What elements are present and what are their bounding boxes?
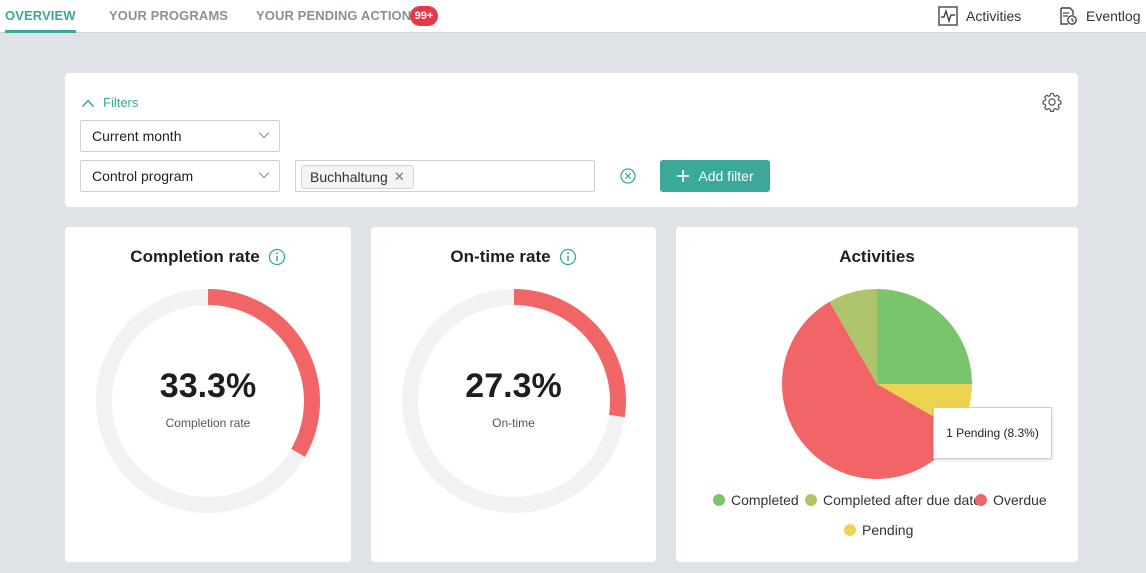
- activities-icon: [938, 6, 958, 26]
- completion-rate-value: 33.3%: [159, 367, 257, 405]
- field-select-value: Control program: [92, 168, 194, 184]
- chevron-up-icon: [81, 98, 95, 107]
- pie-slice-overdue[interactable]: [782, 301, 960, 479]
- chevron-down-icon: [258, 132, 270, 139]
- close-icon[interactable]: ✕: [393, 169, 405, 184]
- legend-dot: [844, 524, 856, 536]
- legend-item-completed[interactable]: Completed: [713, 492, 799, 508]
- field-select[interactable]: Control program: [80, 160, 280, 192]
- activities-title: Activities: [839, 247, 915, 266]
- legend-label: Completed: [731, 492, 799, 508]
- completion-rate-title: Completion rate: [130, 247, 260, 266]
- legend-item-completed-after-due-date[interactable]: Completed after due date: [805, 492, 981, 508]
- plus-icon: [677, 170, 690, 182]
- info-icon[interactable]: [268, 248, 286, 266]
- ontime-donut: [402, 289, 626, 513]
- tab-overview[interactable]: OVERVIEW: [5, 0, 76, 33]
- pie-slice-completed-after-due-date[interactable]: [829, 289, 878, 384]
- chevron-down-icon: [258, 172, 270, 179]
- completion-donut: [96, 289, 320, 513]
- ontime-rate-value: 27.3%: [465, 367, 562, 405]
- add-filter-label: Add filter: [698, 168, 754, 184]
- completion-arc: [96, 289, 320, 513]
- clear-filter-button[interactable]: [619, 167, 637, 190]
- pie-slice-completed[interactable]: [877, 289, 972, 384]
- tab-your-programs[interactable]: YOUR PROGRAMS: [109, 8, 229, 23]
- activities-card: Activities 1 Pending (8.3%) Completed Co…: [676, 227, 1078, 562]
- period-select[interactable]: Current month: [80, 120, 280, 152]
- activities-link[interactable]: Activities: [938, 0, 1021, 32]
- ontime-rate-label: On-time: [492, 416, 535, 430]
- pending-count-badge: 99+: [410, 6, 438, 26]
- pie-tooltip: 1 Pending (8.3%): [933, 407, 1052, 459]
- clear-circle-icon: [620, 168, 636, 184]
- filter-tag: Buchhaltung ✕: [301, 165, 414, 189]
- legend-dot: [713, 494, 725, 506]
- legend-label: Pending: [862, 522, 914, 538]
- gear-icon: [1042, 92, 1062, 112]
- filters-toggle-label: Filters: [103, 95, 139, 110]
- legend-item-pending[interactable]: Pending: [844, 522, 913, 538]
- eventlog-link-label: Eventlog: [1086, 8, 1141, 24]
- legend-dot: [805, 494, 817, 506]
- completion-rate-card: Completion rate 33.3% Completion rate: [65, 227, 351, 562]
- filters-toggle[interactable]: Filters: [81, 95, 138, 110]
- activities-pie-chart: [782, 289, 972, 479]
- ontime-arc: [402, 289, 626, 513]
- settings-button[interactable]: [1041, 91, 1063, 118]
- activities-link-label: Activities: [966, 8, 1022, 24]
- add-filter-button[interactable]: Add filter: [660, 160, 770, 192]
- legend-item-overdue[interactable]: Overdue: [975, 492, 1047, 508]
- tab-your-pending-actions[interactable]: YOUR PENDING ACTIONS: [256, 8, 421, 23]
- legend-label: Completed after due date: [823, 492, 981, 508]
- top-navigation: OVERVIEW YOUR PROGRAMS YOUR PENDING ACTI…: [0, 0, 1146, 33]
- filters-panel: Filters Current month Control program Bu…: [65, 73, 1078, 207]
- ontime-rate-card: On-time rate 27.3% On-time: [371, 227, 656, 562]
- filter-values-input[interactable]: Buchhaltung ✕: [295, 160, 595, 192]
- legend-label: Overdue: [993, 492, 1047, 508]
- info-icon[interactable]: [559, 248, 577, 266]
- completion-rate-label: Completion rate: [165, 416, 251, 430]
- legend-dot: [975, 494, 987, 506]
- filter-tag-label: Buchhaltung: [310, 169, 388, 185]
- period-select-value: Current month: [92, 128, 182, 144]
- eventlog-icon: [1060, 7, 1077, 25]
- ontime-rate-title: On-time rate: [450, 247, 551, 266]
- eventlog-link[interactable]: Eventlog: [1058, 0, 1140, 32]
